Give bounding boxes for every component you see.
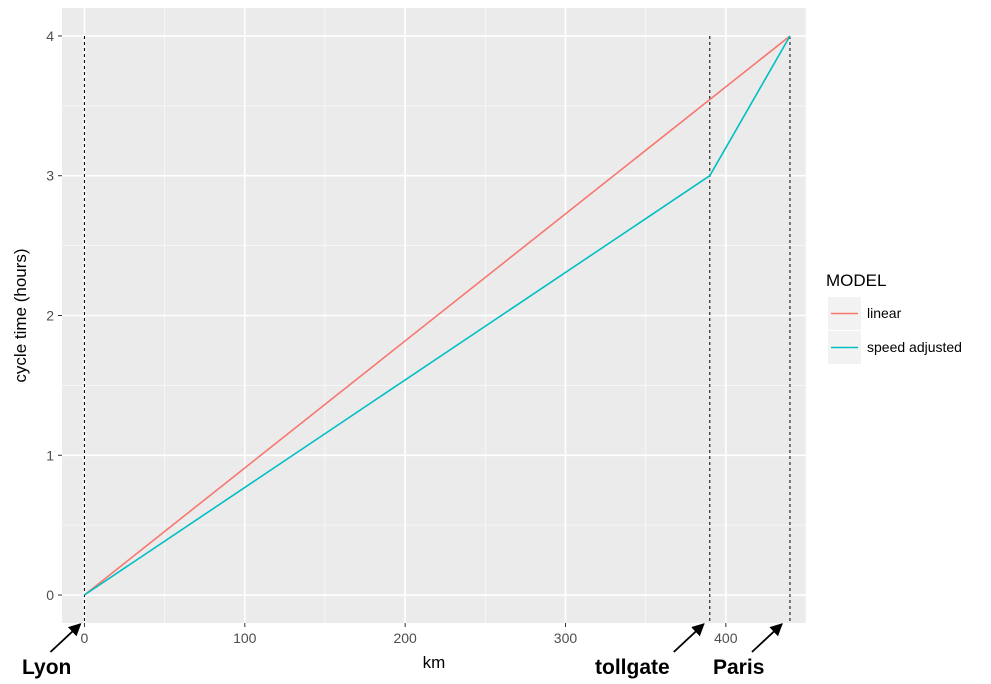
- annotation-arrow: [673, 623, 705, 653]
- y-tick-label: 3: [46, 168, 54, 184]
- y-axis-title: cycle time (hours): [11, 248, 30, 382]
- x-tick-label: 200: [393, 630, 417, 646]
- major-gridlines: [62, 8, 806, 623]
- legend-label: speed adjusted: [867, 339, 962, 355]
- x-axis-title: km: [423, 653, 446, 672]
- series-lines: [83, 35, 791, 596]
- y-tick-label: 4: [46, 28, 54, 44]
- annotation-label-tollgate: tollgate: [595, 656, 670, 679]
- y-tick-label: 2: [46, 308, 54, 324]
- x-tick-label: 0: [81, 630, 89, 646]
- legend-title: MODEL: [826, 271, 886, 290]
- annotation-label-paris: Paris: [713, 656, 764, 679]
- annotation-arrow: [751, 623, 783, 653]
- series-line-speed-adjusted: [83, 35, 791, 596]
- y-tick-label: 0: [46, 587, 54, 603]
- annotation-arrow: [49, 623, 82, 653]
- legend-label: linear: [867, 305, 902, 321]
- x-tick-label: 300: [554, 630, 578, 646]
- series-line-linear: [83, 35, 791, 596]
- x-tick-label: 400: [714, 630, 738, 646]
- reference-lines: [83, 36, 791, 623]
- y-tick-label: 1: [46, 447, 54, 463]
- axis-tick-labels: 0 100 200 300 400 0 1 2 3 4: [46, 28, 738, 646]
- x-tick-label: 100: [233, 630, 257, 646]
- annotation-label-lyon: Lyon: [22, 656, 71, 679]
- legend: MODEL linear speed adjusted: [826, 271, 962, 364]
- axis-ticks: [58, 35, 727, 627]
- location-annotations: Lyon tollgate Paris: [22, 623, 783, 679]
